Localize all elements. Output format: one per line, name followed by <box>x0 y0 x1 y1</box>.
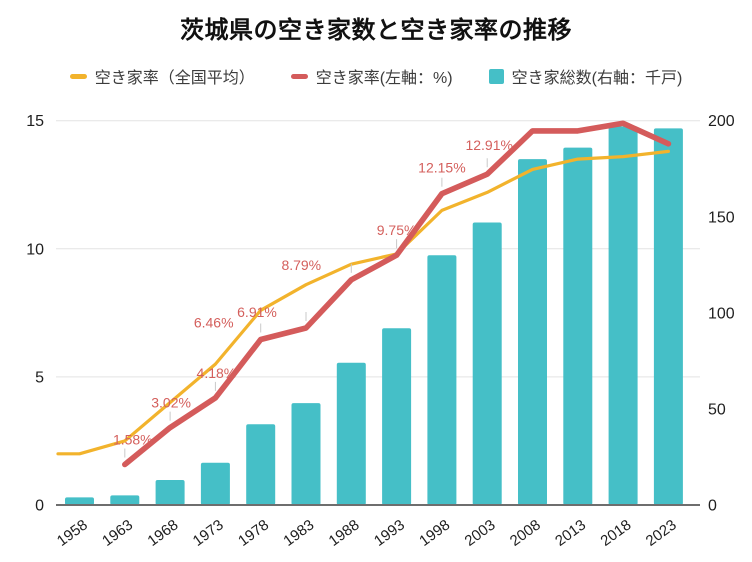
x-axis-label-2023: 2023 <box>643 516 680 549</box>
legend-label-vacancy-rate: 空き家率(左軸：%) <box>315 70 453 87</box>
bar-1963[interactable] <box>110 495 140 505</box>
x-axis-label-1998: 1998 <box>416 516 453 549</box>
right-axis-tick-200: 200 <box>708 113 735 130</box>
bar-1973[interactable] <box>200 462 230 505</box>
x-axis-label-1968: 1968 <box>144 516 181 549</box>
legend-label-national-average: 空き家率（全国平均） <box>94 70 255 87</box>
point-label-1978: 6.46% <box>194 314 234 330</box>
bar-1968[interactable] <box>155 480 185 505</box>
bar-1993[interactable] <box>382 328 412 505</box>
right-axis-tick-100: 100 <box>708 305 735 322</box>
left-axis-tick-0: 0 <box>35 498 44 515</box>
point-label-2003: 12.91% <box>465 137 512 153</box>
x-axis-label-1993: 1993 <box>371 516 408 549</box>
legend: 空き家率（全国平均） 空き家率(左軸：%) 空き家総数(右軸：千戸) <box>0 64 752 88</box>
x-axis-label-1988: 1988 <box>326 516 363 549</box>
point-label-1963: 1.58% <box>113 432 153 448</box>
point-label-1998: 12.15% <box>418 160 465 176</box>
bar-1958[interactable] <box>65 497 94 505</box>
legend-item-vacant-total: 空き家総数(右軸：千戸) <box>488 64 683 88</box>
x-axis-label-1963: 1963 <box>99 516 136 549</box>
x-axis-label-1958: 1958 <box>54 516 91 549</box>
x-axis-label-2008: 2008 <box>507 516 544 549</box>
legend-item-national-average: 空き家率（全国平均） <box>69 64 255 88</box>
point-label-1993: 9.75% <box>377 222 417 238</box>
x-axis-label-1973: 1973 <box>190 516 227 549</box>
bar-2003[interactable] <box>472 222 502 506</box>
point-label-1988: 8.79% <box>281 257 321 273</box>
bar-2018[interactable] <box>608 126 638 505</box>
vacancy-rate-line-swatch-icon <box>290 73 308 79</box>
prefecture-rate-line <box>122 120 672 468</box>
left-axis-tick-15: 15 <box>26 113 44 130</box>
right-axis-tick-0: 0 <box>708 498 717 515</box>
point-label-1973: 4.18% <box>197 365 237 381</box>
right-axis-tick-150: 150 <box>708 209 735 226</box>
bar-2013[interactable] <box>563 147 593 505</box>
bar-2023[interactable] <box>653 128 683 506</box>
bar-1998[interactable] <box>427 255 457 505</box>
left-axis-tick-5: 5 <box>35 369 44 386</box>
x-axis-label-2013: 2013 <box>552 516 589 549</box>
point-label-1968: 3.02% <box>151 395 191 411</box>
left-axis-tick-10: 10 <box>26 241 44 258</box>
x-axis-label-1983: 1983 <box>280 516 317 549</box>
right-axis-tick-50: 50 <box>708 401 726 418</box>
x-axis-label-1978: 1978 <box>235 516 272 549</box>
bar-1978[interactable] <box>246 424 276 505</box>
x-axis-label-2018: 2018 <box>597 516 634 549</box>
bar-1983[interactable] <box>291 403 321 505</box>
chart-title: 茨城県の空き家数と空き家率の推移 <box>180 17 572 44</box>
bar-1988[interactable] <box>336 362 366 505</box>
legend-item-vacancy-rate: 空き家率(左軸：%) <box>290 64 453 88</box>
x-axis-label-2003: 2003 <box>462 516 499 549</box>
bar-2008[interactable] <box>518 159 547 505</box>
point-label-1983: 6.91% <box>237 304 277 320</box>
vacant-total-bar-swatch-icon <box>488 68 504 84</box>
national-line-swatch-icon <box>69 73 87 79</box>
legend-label-vacant-total: 空き家総数(右軸：千戸) <box>511 70 683 87</box>
